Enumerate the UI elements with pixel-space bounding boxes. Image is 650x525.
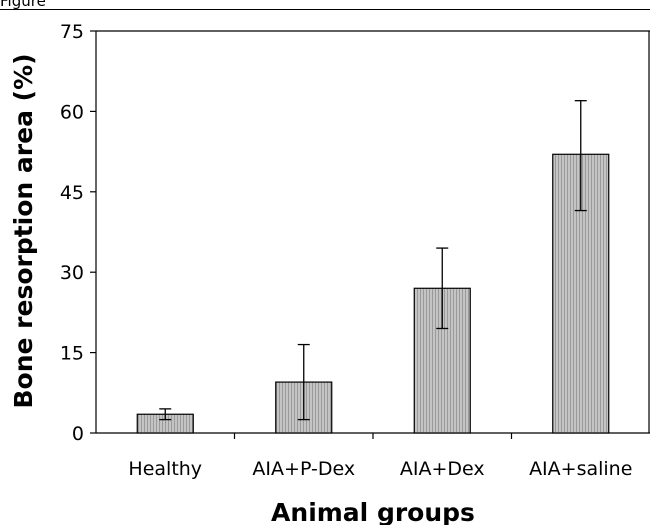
x-tick-label: AIA+saline [529,458,632,480]
y-tick-label: 30 [60,262,84,284]
x-axis-title: Animal groups [271,498,475,525]
y-axis-title: Bone resorption area (%) [9,53,38,408]
y-tick-label: 15 [60,343,84,365]
y-tick-label: 75 [60,21,84,43]
y-tick-label: 0 [72,423,84,445]
x-tick-label: AIA+Dex [400,458,485,480]
top-rule [0,9,650,10]
figure-label: Figure [0,0,46,10]
y-tick-label: 45 [60,182,84,204]
y-tick-label: 60 [60,101,84,123]
x-tick-label: AIA+P-Dex [252,458,355,480]
x-tick-label: Healthy [128,458,202,480]
